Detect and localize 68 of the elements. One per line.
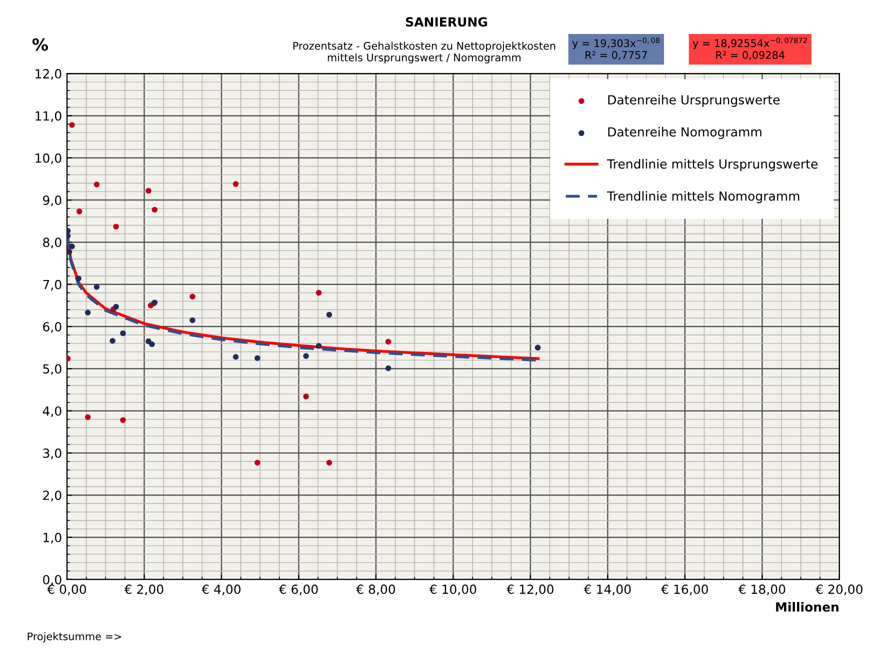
- y-tick-label: 4,0: [42, 406, 62, 418]
- point: [113, 304, 119, 310]
- x-tick-label: € 8,00: [356, 584, 396, 596]
- point: [69, 244, 75, 250]
- point: [190, 294, 196, 300]
- y-tick-label: 3,0: [43, 448, 62, 460]
- point: [303, 394, 309, 400]
- point: [232, 354, 239, 360]
- point: [66, 249, 72, 255]
- x-tick-label: € 6,00: [278, 584, 318, 596]
- x-tick-label: € 10,00: [429, 584, 476, 596]
- x-tick-label: € 2,00: [124, 584, 164, 596]
- y-axis-title: %: [32, 38, 48, 51]
- x-tick-label: € 18,00: [738, 584, 786, 596]
- point: [120, 330, 126, 336]
- y-tick-label: 8,0: [43, 238, 62, 248]
- y-tick-label: 9,0: [43, 196, 62, 206]
- text: y = 18,92554x$^{−0,07872}$ R² = 0,09284: [692, 38, 807, 60]
- point: [120, 417, 126, 424]
- y-tick-label: 11,0: [36, 111, 62, 122]
- point: [94, 182, 100, 188]
- point: [149, 341, 155, 348]
- point: [316, 343, 322, 349]
- point: [385, 338, 392, 345]
- x-tick-label: € 12,00: [506, 584, 554, 596]
- chart-subtitle: Prozentsatz - Gehalstkosten zu Nettoprojektkosten mittels Ursprungswert / Nomogramm: [293, 42, 556, 64]
- point: [69, 122, 75, 128]
- point: [385, 365, 392, 372]
- x-axis-title: Millionen: [776, 602, 838, 612]
- y-tick-label: 12,0: [36, 69, 62, 80]
- legend-label: Trendlinie mittels Nomogramm: [607, 191, 800, 204]
- point: [146, 188, 152, 194]
- chart-title: SANIERUNG: [406, 17, 487, 27]
- y-tick-label: 1,0: [44, 532, 62, 544]
- point: [326, 460, 332, 466]
- x-tick-label: € 16,00: [661, 584, 708, 596]
- y-tick-label: 0,0: [43, 574, 62, 586]
- legend-label: Datenreihe Ursprungswerte: [608, 94, 780, 107]
- x-tick-label: € 14,00: [584, 584, 631, 596]
- point: [190, 317, 196, 324]
- point: [254, 355, 260, 362]
- point: [66, 233, 71, 239]
- point: [76, 276, 82, 282]
- text: y = 19,303x$^{−0,08}$ R² = 0,7757: [572, 38, 660, 60]
- point: [94, 284, 100, 290]
- x-tick-label: € 20,00: [816, 584, 862, 596]
- text: Projektsumme =>: [28, 632, 122, 642]
- point: [303, 353, 309, 359]
- point: [326, 312, 332, 318]
- y-tick-label: 7,0: [43, 280, 62, 291]
- x-tick-label: € 0,00: [47, 584, 86, 596]
- point: [152, 206, 158, 213]
- y-tick-label: 6,0: [43, 322, 62, 333]
- legend-label: Datenreihe Nomogramm: [608, 126, 762, 140]
- point: [84, 414, 91, 420]
- point: [113, 224, 119, 230]
- point: [316, 290, 322, 296]
- point: [110, 338, 116, 344]
- point: [254, 460, 260, 466]
- y-tick-label: 2,0: [43, 490, 62, 502]
- y-tick-label: 5,0: [43, 364, 62, 375]
- x-tick-label: € 4,00: [202, 584, 241, 596]
- point: [232, 181, 239, 187]
- point: [146, 338, 152, 344]
- point: [76, 208, 82, 214]
- y-tick-label: 10,0: [36, 153, 62, 164]
- legend-label: Trendlinie mittels Ursprungswerte: [607, 159, 818, 172]
- point: [84, 310, 91, 316]
